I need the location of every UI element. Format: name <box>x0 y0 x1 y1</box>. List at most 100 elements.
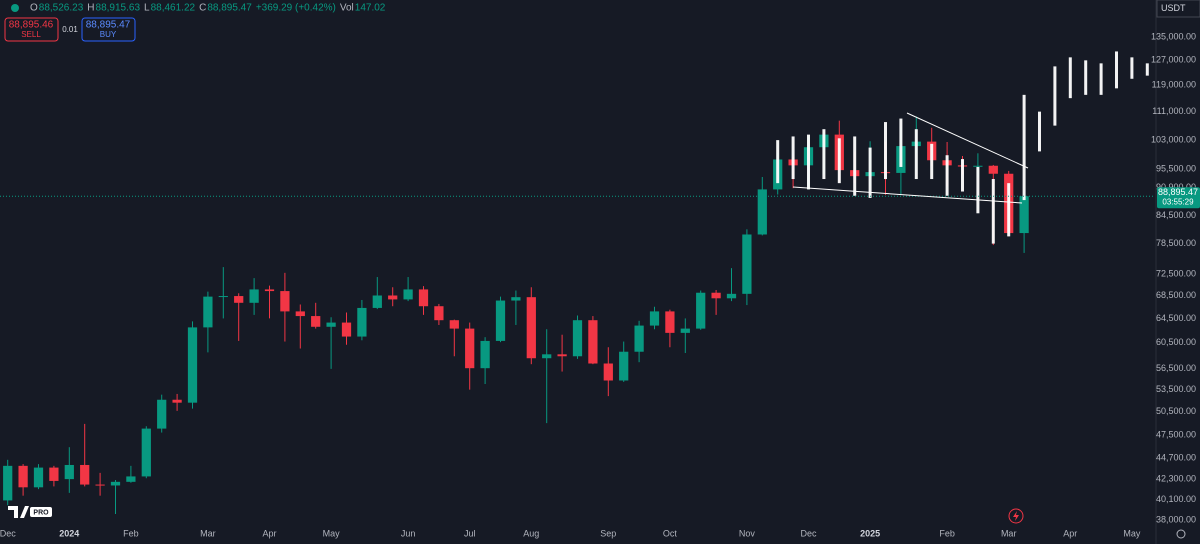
candle-body <box>742 234 752 294</box>
x-tick-label: Mar <box>200 528 216 538</box>
projection-bar <box>961 159 964 192</box>
volume-value: 147.02 <box>355 3 386 14</box>
alert-icon[interactable] <box>1008 508 1024 524</box>
logo-text[interactable]: PRO <box>33 509 49 516</box>
trend-line[interactable] <box>906 112 1029 169</box>
ohlc-key: H <box>87 3 94 14</box>
candle-body <box>172 399 182 403</box>
candle-body <box>234 296 244 303</box>
volume-key: Vol <box>340 3 354 14</box>
y-tick-label: 50,500.00 <box>1156 406 1196 416</box>
y-tick-label: 56,500.00 <box>1156 363 1196 373</box>
candle-body <box>988 165 998 174</box>
projection-bar <box>930 143 934 180</box>
x-tick-label: Mar <box>1001 528 1017 538</box>
projection-bar <box>776 140 780 184</box>
projection-bar <box>868 147 872 198</box>
logo-badge[interactable] <box>30 507 52 517</box>
candle-body <box>264 289 275 292</box>
sell-button[interactable]: 88,895.46 SELL <box>4 17 59 42</box>
sell-label[interactable]: SELL <box>21 30 41 39</box>
projection-bar <box>837 138 841 184</box>
logo-mark[interactable] <box>8 506 29 518</box>
x-tick-label: 2025 <box>860 528 880 538</box>
candle-body <box>357 307 367 337</box>
quantity[interactable]: 0.01 <box>62 25 78 34</box>
y-tick-label: 95,500.00 <box>1156 163 1196 173</box>
candle-body <box>973 165 983 167</box>
candle-body <box>449 320 459 329</box>
x-tick-label: May <box>1123 528 1141 538</box>
candle-body <box>526 297 536 359</box>
projection-bar <box>884 122 887 180</box>
plot-area <box>0 51 1155 514</box>
y-tick-label: 68,500.00 <box>1156 290 1196 300</box>
candle-body <box>218 296 228 298</box>
price-change: +369.29 (+0.42%) <box>256 3 336 14</box>
currency-selector[interactable]: USDT <box>1156 0 1200 18</box>
projection-bar <box>1130 57 1134 79</box>
candle-body <box>141 428 151 477</box>
alert-bolt[interactable] <box>1013 511 1019 521</box>
candle-body <box>711 292 721 299</box>
sell-price[interactable]: 88,895.46 <box>9 20 54 31</box>
currency[interactable]: USDT <box>1161 3 1186 13</box>
candle-body <box>588 320 598 364</box>
candle-body <box>757 189 767 235</box>
y-tick-label: 127,000.00 <box>1151 55 1196 65</box>
candle-body <box>403 289 413 300</box>
projection-bar <box>807 134 810 190</box>
candle-body <box>203 296 213 328</box>
candle-body <box>326 322 336 327</box>
candle-body <box>18 465 28 488</box>
candle-body <box>557 354 567 357</box>
projection-bar <box>1145 63 1149 76</box>
ohlc-legend: O 88,526.23 H 88,915.63 L 88,461.22 C 88,895.47… <box>30 3 386 14</box>
projection-bar <box>1053 66 1057 126</box>
ohlc-key: L <box>144 3 150 14</box>
projection-bar <box>1007 183 1011 237</box>
buy-label[interactable]: BUY <box>100 30 117 39</box>
trend-line[interactable] <box>792 186 1023 204</box>
y-tick-label: 60,500.00 <box>1156 337 1196 347</box>
x-tick-label: Apr <box>262 528 276 538</box>
buy-price[interactable]: 88,895.47 <box>86 20 131 31</box>
candle-body <box>280 291 290 312</box>
projection-bar <box>853 136 857 196</box>
x-tick-label: Jun <box>401 528 416 538</box>
candle-body <box>542 354 552 359</box>
x-tick-label: Feb <box>123 528 139 538</box>
logo[interactable]: PRO <box>8 506 52 518</box>
sell-box[interactable] <box>4 17 59 42</box>
ohlc-value: 88,915.63 <box>96 3 141 14</box>
buy-button[interactable]: 88,895.47 BUY <box>81 17 136 42</box>
candle-body <box>603 363 613 381</box>
buy-box[interactable] <box>81 17 136 42</box>
y-tick-label: 111,000.00 <box>1152 106 1196 116</box>
candle-body <box>372 295 382 308</box>
candle-body <box>480 340 490 369</box>
x-tick-label: Nov <box>739 528 756 538</box>
x-tick-label: Jul <box>464 528 476 538</box>
projection-bar <box>991 179 995 244</box>
y-tick-label: 135,000.00 <box>1151 31 1196 41</box>
status-dot <box>11 4 19 12</box>
projection-bar <box>976 166 980 214</box>
projection-bar <box>1038 111 1041 152</box>
last-price-label: 88,895.47 <box>1158 187 1198 197</box>
projection-bar <box>1115 51 1118 89</box>
y-tick-label: 119,000.00 <box>1152 80 1196 90</box>
candle-body <box>311 316 321 327</box>
ohlc-value: 88,461.22 <box>151 3 196 14</box>
currency-box[interactable] <box>1156 0 1200 18</box>
candle-body <box>665 311 675 333</box>
candle-body <box>619 351 629 381</box>
y-tick-label: 90,900.00 <box>1156 182 1196 192</box>
settings-icon[interactable] <box>1176 529 1186 539</box>
y-tick-label: 38,000.00 <box>1156 514 1196 524</box>
projection-bar <box>899 118 903 167</box>
ohlc-value: 88,895.47 <box>207 3 252 14</box>
y-tick-label: 84,500.00 <box>1156 210 1196 220</box>
projection-bar <box>791 136 795 180</box>
